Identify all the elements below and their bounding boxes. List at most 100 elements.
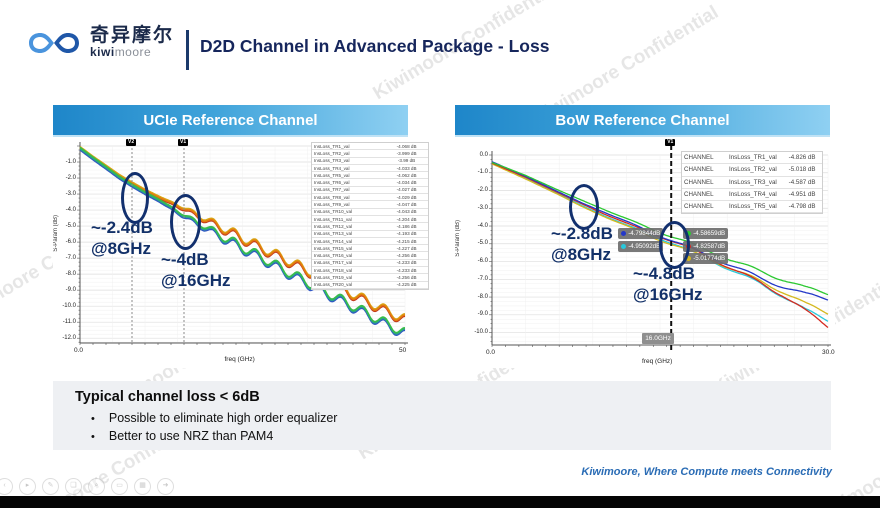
annotation-line: ~-4.8dB: [633, 264, 695, 283]
legend-row: InsLoss_TR13_val -4.193 dB: [312, 231, 428, 238]
legend-cell-name: InsLoss_TR10_val: [314, 209, 353, 215]
summary-bullet-text: Possible to eliminate high order equaliz…: [108, 411, 338, 425]
camera-icon[interactable]: ▦: [134, 478, 151, 495]
logo-text: 奇异摩尔 kiwimoore: [90, 26, 174, 59]
legend-cell-value: -4.034 dB: [396, 180, 417, 186]
legend-cell-value: -4.033 dB: [396, 165, 417, 171]
legend-cell-value: -4.047 dB: [396, 202, 417, 208]
legend-row: InsLoss_TR3_val -3.99 dB: [312, 158, 428, 165]
annotation-line: ~-4dB: [161, 250, 209, 269]
x-tick-label: 0.0: [486, 349, 496, 356]
logo-en-text: kiwimoore: [90, 46, 174, 59]
legend-row: InsLoss_TR4_val -4.033 dB: [312, 165, 428, 173]
legend-row: InsLoss_TR15_val -4.227 dB: [312, 245, 428, 253]
legend-cell-name: InsLoss_TR3_val: [314, 158, 350, 164]
legend-cell-name: InsLoss_TR14_val: [314, 238, 353, 244]
legend-row: InsLoss_TR12_val -4.186 dB: [312, 223, 428, 231]
panel-title-bow: BoW Reference Channel: [555, 111, 730, 129]
legend-cell-value: -5.018 dB: [788, 166, 816, 174]
legend-cell-value: -4.256 dB: [396, 274, 417, 280]
legend-cell-name: InsLoss_TR5_val: [728, 203, 777, 211]
legend-cell-name: InsLoss_TR7_val: [314, 187, 350, 193]
legend-cell-name: InsLoss_TR4_val: [728, 191, 777, 199]
logo-en-bold: kiwi: [90, 45, 115, 59]
legend-row: CHANNEL InsLoss_TR1_val -4.826 dB: [682, 152, 822, 165]
legend-row: InsLoss_TR9_val -4.047 dB: [312, 201, 428, 209]
legend-row: InsLoss_TR11_val -4.204 dB: [312, 216, 428, 224]
y-tick-label: -8.0: [477, 293, 488, 300]
logo-mark-icon: [29, 32, 79, 53]
summary-bullet-text: Better to use NRZ than PAM4: [108, 429, 274, 443]
legend-cell-name: InsLoss_TR16_val: [314, 253, 353, 259]
legend-cell-name: InsLoss_TR12_val: [314, 223, 353, 229]
legend-row: InsLoss_TR7_val -4.027 dB: [312, 187, 428, 195]
annotation-callout: ~-2.8dB @8GHz: [551, 224, 613, 265]
annotation-callout: ~-2.4dB @8GHz: [91, 218, 153, 259]
legend-cell-name: InsLoss_TR17_val: [314, 260, 353, 266]
y-tick-label: -6.0: [65, 238, 76, 245]
cursor-marker-label: V2: [126, 139, 137, 146]
legend-cell-name: InsLoss_TR13_val: [314, 231, 353, 237]
point-badge-value: -4.95092dB: [628, 242, 661, 250]
legend-cell-value: -4.029 dB: [396, 194, 417, 200]
ucie-loss-chart: V2 V1 -1.0 -2.0 -3.0 -4.0 -5.0 -6.0 -7.0 -8.0 -9.0…: [53, 138, 430, 368]
legend-table: CHANNEL InsLoss_TR1_val -4.826 dB CHANNEL In…: [681, 151, 823, 215]
summary-box: Typical channel loss < 6dB • Possible to …: [53, 381, 831, 450]
point-badge: -4.95092dB: [618, 240, 664, 252]
page-title: D2D Channel in Advanced Package - Loss: [200, 36, 550, 56]
legend-cell-name: InsLoss_TR4_val: [314, 165, 350, 171]
annotation-line: @16GHz: [161, 270, 231, 290]
y-tick-label: -9.0: [65, 286, 76, 293]
legend-table: InsLoss_TR1_val -4.068 dB InsLoss_TR2_val -…: [311, 142, 429, 290]
legend-cell-channel: CHANNEL: [684, 154, 714, 162]
legend-row: CHANNEL InsLoss_TR4_val -4.951 dB: [682, 189, 822, 202]
point-badge-dot: [686, 231, 692, 236]
legend-cell-value: -4.068 dB: [396, 143, 417, 149]
legend-cell-name: InsLoss_TR19_val: [314, 274, 353, 280]
legend-cell-value: -4.062 dB: [396, 172, 417, 178]
y-tick-label: -10.0: [62, 302, 76, 309]
cursor-marker-label: V1: [178, 139, 189, 146]
legend-cell-name: InsLoss_TR11_val: [314, 216, 352, 222]
y-tick-label: -1.0: [477, 169, 488, 176]
legend-cell-value: -3.999 dB: [396, 150, 417, 156]
highlight-ellipse: [659, 221, 690, 269]
y-axis-title: S-Param (dB): [53, 214, 59, 252]
legend-cell-name: InsLoss_TR20_val: [314, 282, 353, 288]
y-tick-label: -3.0: [65, 190, 76, 197]
legend-row: InsLoss_TR20_val -4.225 dB: [312, 282, 428, 289]
y-tick-label: -5.0: [477, 240, 488, 247]
point-badge-value: -4.58659dB: [693, 230, 726, 237]
legend-row: InsLoss_TR2_val -3.999 dB: [312, 150, 428, 158]
y-axis-title: S-Param (dB): [455, 220, 461, 257]
legend-cell-name: InsLoss_TR2_val: [728, 166, 777, 174]
legend-cell-value: -4.227 dB: [396, 245, 417, 251]
y-tick-label: -3.0: [477, 204, 488, 211]
forward-icon[interactable]: ➜: [157, 478, 174, 495]
back-icon[interactable]: ‹: [0, 478, 13, 495]
y-tick-label: -6.0: [477, 258, 488, 265]
logo-en-light: moore: [114, 45, 152, 59]
x-tick-label: 0.0: [74, 347, 84, 354]
play-icon[interactable]: ▸: [19, 478, 36, 495]
annotation-line: ~-2.8dB: [551, 224, 613, 243]
y-tick-label: -1.0: [65, 158, 76, 165]
legend-cell-channel: CHANNEL: [684, 191, 714, 199]
x-axis-title: freq (GHz): [642, 358, 673, 365]
slides-icon[interactable]: ❏: [65, 478, 82, 495]
bullet-icon: •: [91, 431, 95, 443]
legend-row: InsLoss_TR8_val -4.029 dB: [312, 194, 428, 202]
legend-row: CHANNEL InsLoss_TR2_val -5.018 dB: [682, 164, 822, 177]
legend-cell-name: InsLoss_TR6_val: [314, 180, 350, 186]
legend-row: CHANNEL InsLoss_TR5_val -4.798 dB: [682, 201, 822, 214]
pen-icon[interactable]: ✎: [42, 478, 59, 495]
y-tick-label: -9.0: [477, 311, 488, 318]
summary-bullet: • Possible to eliminate high order equali…: [91, 411, 337, 425]
logo: 奇异摩尔 kiwimoore: [26, 26, 174, 59]
point-badge-dot: [621, 231, 627, 236]
zoom-icon[interactable]: ⌕: [88, 478, 105, 495]
captions-icon[interactable]: ▭: [111, 478, 128, 495]
y-tick-label: -5.0: [65, 222, 76, 229]
highlight-ellipse: [170, 194, 201, 250]
point-badge-value: -4.79844dB: [628, 230, 661, 237]
